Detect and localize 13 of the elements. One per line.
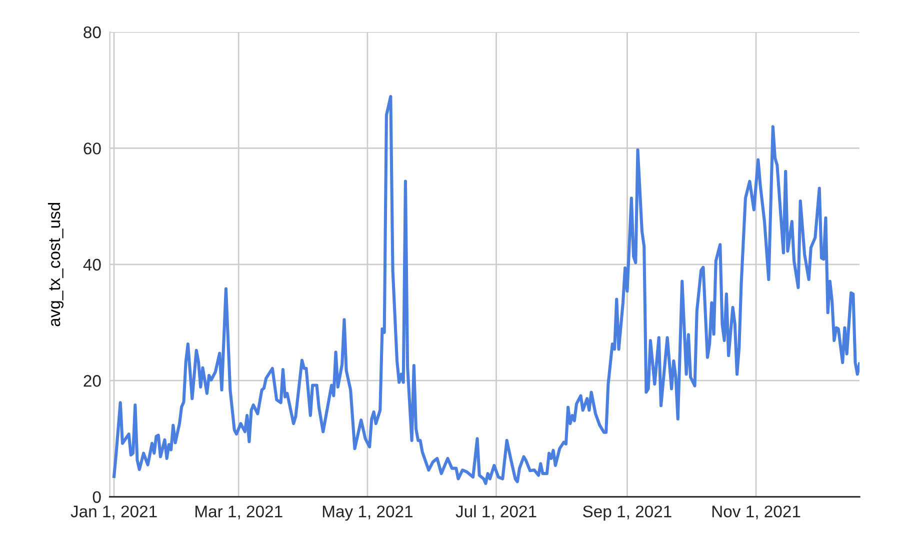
x-tick-label: May 1, 2021	[322, 506, 412, 521]
x-tick-label: Jul 1, 2021	[456, 505, 536, 520]
y-tick-label: 20	[84, 375, 101, 387]
x-tick-label: Sep 1, 2021	[583, 506, 672, 521]
y-tick-label: 0	[92, 491, 101, 504]
x-tick-label: Nov 1, 2021	[712, 506, 800, 520]
line-series	[112, 94, 860, 485]
y-tick-label: 40	[83, 258, 101, 271]
x-tick-label: Jan 1, 2021	[70, 506, 157, 520]
y-axis-title: avg_tx_cost_usd	[48, 202, 64, 326]
x-tick-label: Mar 1, 2021	[196, 506, 282, 520]
y-tick-label: 80	[84, 26, 101, 38]
y-tick-label: 60	[84, 142, 101, 154]
